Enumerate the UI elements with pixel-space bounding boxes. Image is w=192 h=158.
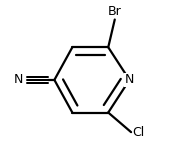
Text: Cl: Cl bbox=[133, 126, 145, 139]
Text: N: N bbox=[125, 73, 134, 86]
Text: Br: Br bbox=[108, 5, 122, 18]
Text: N: N bbox=[14, 73, 23, 86]
